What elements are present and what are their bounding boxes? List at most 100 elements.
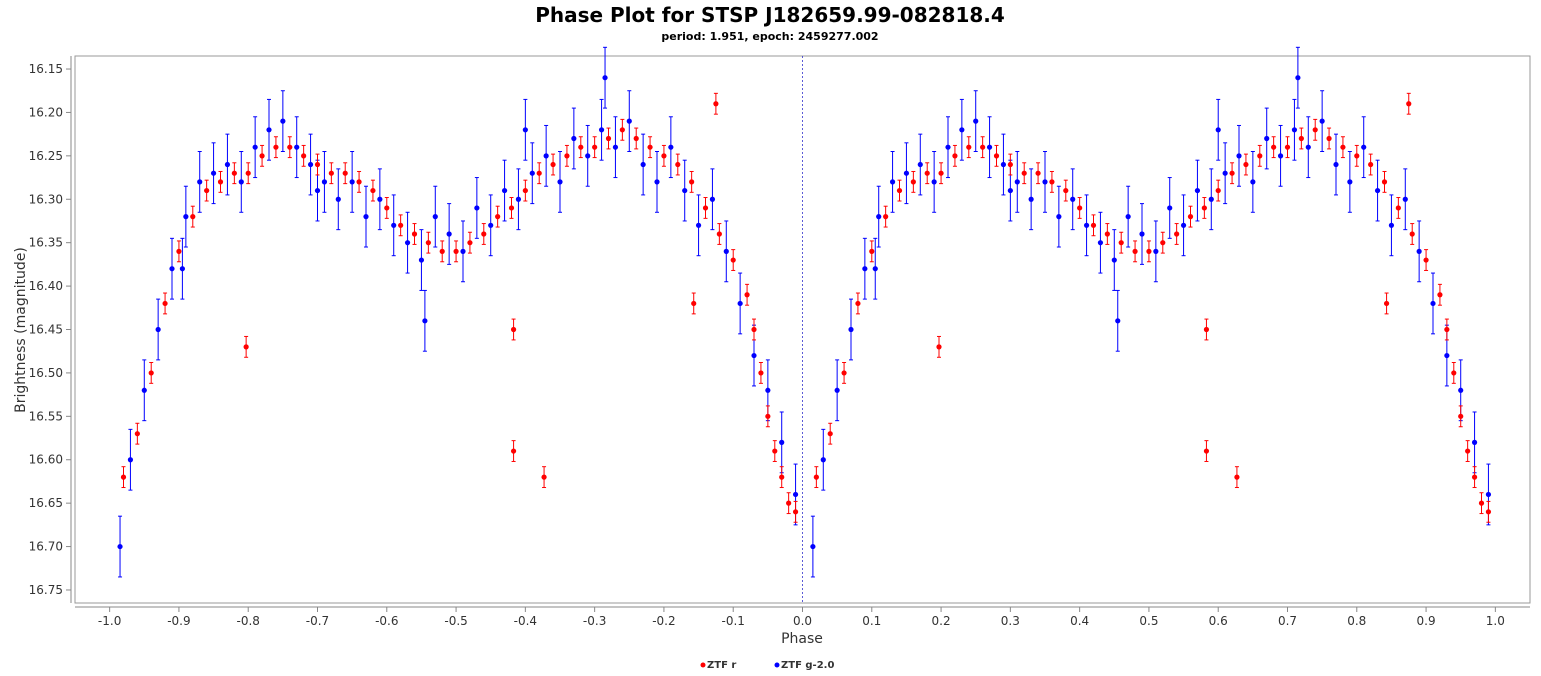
x-tick-label: -0.1	[722, 614, 745, 628]
x-tick-label: 0.7	[1278, 614, 1297, 628]
data-point	[1000, 161, 1007, 168]
data-point	[294, 144, 300, 150]
data-point	[779, 439, 785, 445]
x-tick-label: 0.6	[1209, 614, 1228, 628]
data-point	[190, 214, 196, 220]
data-point	[377, 196, 383, 202]
y-tick-label: 16.30	[29, 192, 63, 206]
x-tick-label: 0.0	[793, 614, 812, 628]
data-point	[1451, 370, 1457, 376]
data-point	[612, 144, 619, 150]
data-point	[117, 543, 123, 550]
data-point	[716, 231, 722, 237]
x-tick-label: 0.2	[932, 614, 951, 628]
data-point	[1160, 240, 1166, 246]
legend-label-ztf-g: ZTF g-2.0	[781, 660, 834, 671]
data-point	[1146, 248, 1152, 254]
data-point	[1180, 222, 1187, 228]
data-point	[834, 387, 840, 393]
data-point	[810, 543, 816, 550]
data-point	[197, 179, 203, 185]
data-point	[162, 300, 168, 307]
data-point	[598, 127, 605, 133]
data-point	[737, 300, 743, 307]
data-point	[127, 457, 134, 463]
data-point	[938, 170, 944, 176]
data-point	[1409, 231, 1415, 237]
x-tick-label: -0.4	[514, 614, 537, 628]
data-point	[273, 144, 279, 150]
data-point	[391, 222, 397, 228]
data-point	[1035, 170, 1041, 176]
y-tick-label: 16.35	[29, 236, 63, 250]
data-point	[1423, 257, 1429, 263]
data-point	[1340, 144, 1346, 150]
data-point	[1174, 231, 1180, 237]
x-tick-label: -0.2	[652, 614, 675, 628]
data-point	[848, 326, 854, 333]
data-point	[1132, 248, 1138, 254]
data-point	[488, 222, 494, 228]
data-point	[280, 118, 286, 124]
data-point	[474, 205, 480, 211]
y-tick-label: 16.45	[29, 323, 63, 337]
data-point	[578, 144, 584, 150]
data-point	[1111, 257, 1117, 263]
data-point	[792, 491, 799, 498]
y-tick-label: 16.40	[29, 279, 63, 293]
data-point	[619, 127, 625, 133]
x-tick-label: -0.5	[444, 614, 467, 628]
x-tick-label: 0.1	[862, 614, 881, 628]
data-point	[1465, 448, 1471, 454]
data-point	[1215, 127, 1221, 133]
data-point	[765, 413, 771, 419]
data-point	[301, 153, 307, 159]
data-point	[841, 370, 847, 376]
data-point	[883, 214, 889, 220]
y-tick-label: 16.55	[29, 409, 63, 423]
data-point	[1354, 153, 1360, 159]
x-tick-label: -0.7	[306, 614, 329, 628]
data-point	[204, 187, 210, 194]
data-point	[1222, 170, 1228, 176]
data-point	[515, 196, 522, 202]
data-point	[1139, 231, 1145, 237]
data-point	[1361, 144, 1367, 150]
data-point	[1347, 179, 1353, 185]
data-point	[910, 179, 916, 185]
data-point	[467, 240, 473, 246]
data-point	[1305, 144, 1311, 150]
data-point	[1471, 439, 1478, 445]
data-point	[1187, 214, 1194, 220]
data-point	[1381, 179, 1388, 185]
data-point	[876, 214, 882, 220]
x-tick-label: 1.0	[1486, 614, 1505, 628]
data-point	[592, 144, 598, 150]
y-tick-label: 16.20	[29, 105, 63, 119]
data-point	[356, 179, 362, 185]
data-point	[210, 170, 217, 176]
data-point	[903, 170, 910, 176]
x-tick-label: -0.6	[375, 614, 398, 628]
data-point	[993, 153, 1000, 159]
data-point	[231, 170, 237, 176]
data-point	[1271, 144, 1277, 150]
data-point	[1167, 205, 1173, 211]
data-point	[1077, 205, 1083, 211]
data-point	[1485, 491, 1492, 498]
data-point	[1056, 214, 1062, 220]
legend: ZTF r ZTF g-2.0	[700, 660, 834, 671]
data-point	[1021, 170, 1027, 176]
legend-label-ztf-r: ZTF r	[707, 660, 736, 671]
data-point	[134, 431, 140, 437]
data-point	[120, 474, 127, 480]
data-point	[1201, 205, 1207, 211]
y-tick-label: 16.25	[29, 149, 63, 163]
data-point	[626, 118, 632, 124]
data-point	[751, 352, 757, 359]
data-point	[453, 248, 459, 254]
data-point	[384, 205, 390, 211]
data-point	[1125, 214, 1131, 220]
data-point	[508, 205, 515, 211]
data-point	[522, 127, 528, 133]
